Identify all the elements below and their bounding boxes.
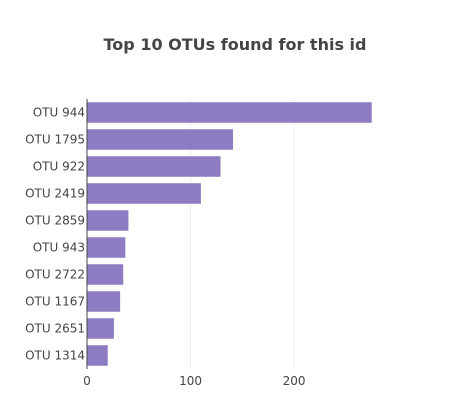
y-tick-label-otu-922: OTU 922 [33,160,85,174]
y-tick-label-otu-944: OTU 944 [33,106,85,120]
chart-title: Top 10 OTUs found for this id [104,35,367,54]
x-tick-label-100: 100 [179,374,202,388]
y-tick-label-otu-2651: OTU 2651 [25,322,85,336]
bar-otu-944[interactable] [87,102,372,123]
bar-otu-922[interactable] [87,156,221,177]
y-tick-label-otu-1314: OTU 1314 [25,349,85,363]
y-tick-label-otu-2859: OTU 2859 [25,214,85,228]
bar-otu-943[interactable] [87,237,126,258]
y-tick-label-otu-1795: OTU 1795 [25,133,85,147]
bar-otu-1167[interactable] [87,291,121,312]
x-tick-label-0: 0 [83,374,91,388]
bar-otu-2419[interactable] [87,183,201,204]
y-tick-label-otu-2419: OTU 2419 [25,187,85,201]
x-tick-labels: 0 100 200 [83,374,305,388]
bar-otu-1314[interactable] [87,345,108,366]
y-tick-label-otu-1167: OTU 1167 [25,295,85,309]
y-tick-labels: OTU 944 OTU 1795 OTU 922 OTU 2419 OTU 2859 OT… [25,106,85,363]
bar-otu-2722[interactable] [87,264,124,285]
bar-otu-1795[interactable] [87,129,233,150]
x-tick-label-200: 200 [283,374,306,388]
bar-otu-2651[interactable] [87,318,114,339]
bar-otu-2859[interactable] [87,210,129,231]
bar-layer [87,102,372,366]
y-tick-label-otu-943: OTU 943 [33,241,85,255]
y-tick-label-otu-2722: OTU 2722 [25,268,85,282]
